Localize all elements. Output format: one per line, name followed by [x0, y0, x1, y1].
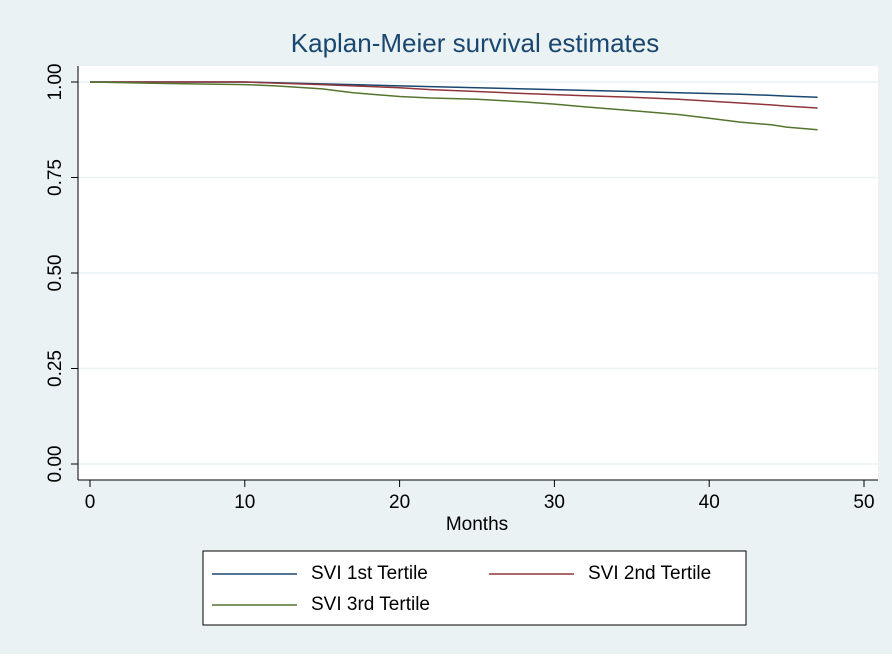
chart-title: Kaplan-Meier survival estimates — [291, 28, 659, 58]
legend-label: SVI 1st Tertile — [311, 563, 428, 584]
y-tick-label: 0.75 — [45, 159, 66, 196]
y-tick-label: 0.25 — [45, 350, 66, 387]
y-tick-label: 1.00 — [45, 64, 66, 101]
survival-line — [89, 81, 818, 131]
x-axis-label: Months — [446, 514, 508, 535]
y-tick-label: 0.50 — [45, 255, 66, 292]
x-tick-label: 30 — [544, 492, 565, 513]
survival-line — [90, 81, 818, 109]
y-tick-label: 0.00 — [45, 446, 66, 483]
x-tick-label: 10 — [234, 492, 255, 513]
legend-label: SVI 3rd Tertile — [311, 594, 430, 615]
x-tick-label: 0 — [85, 492, 96, 513]
x-tick-label: 20 — [389, 492, 410, 513]
legend-label: SVI 2nd Tertile — [588, 563, 711, 584]
x-tick-label: 40 — [699, 492, 720, 513]
legend — [202, 550, 747, 626]
x-tick-label: 50 — [853, 492, 874, 513]
